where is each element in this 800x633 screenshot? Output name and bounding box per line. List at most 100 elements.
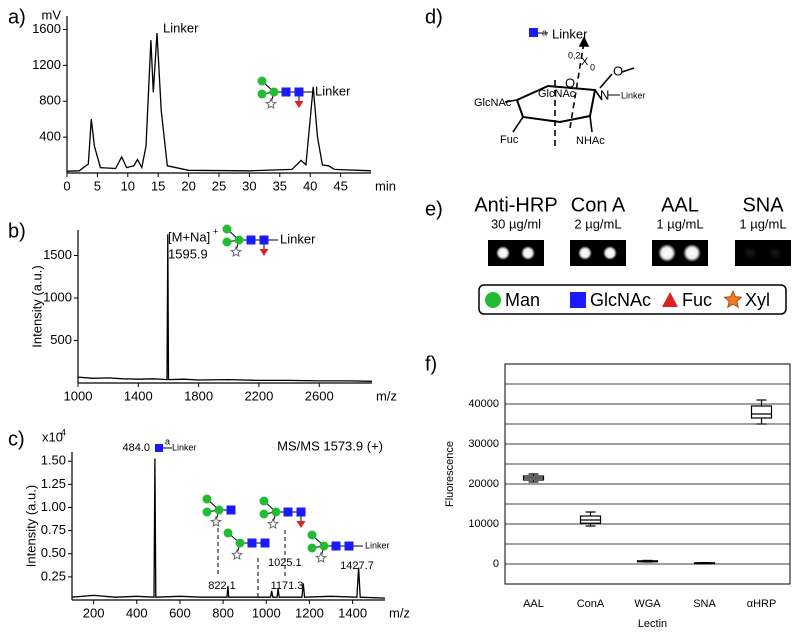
annotation: Linker [163, 20, 199, 35]
y-tick-label: 1500 [43, 247, 72, 262]
residue-sup: a [542, 27, 547, 37]
x-tick-label: 15 [151, 178, 165, 193]
blot-spot [683, 244, 701, 262]
y-tick-label: 1.00 [41, 499, 66, 514]
panel-label: d) [425, 6, 443, 28]
legend-label: Xyl [745, 290, 770, 310]
mannose [269, 87, 279, 97]
mannose [271, 507, 281, 517]
glcnac [344, 541, 354, 551]
y-tick-label: 500 [50, 332, 72, 347]
probe-concentration: 1 µg/mL [739, 216, 786, 231]
x-tick-label: 10 [121, 178, 135, 193]
mannose [223, 528, 233, 538]
atom-label: O [613, 63, 623, 78]
chart-title: MS/MS 1573.9 (+) [277, 438, 383, 453]
legend-frame [478, 284, 787, 315]
glcnac [155, 444, 163, 452]
probe-concentration: 30 µg/ml [491, 216, 541, 231]
y-axis-title: Intensity (a.u.) [29, 265, 44, 347]
mannose [319, 541, 329, 551]
mannose [202, 494, 212, 504]
bond [594, 89, 603, 101]
x-tick-label: 1200 [295, 605, 324, 620]
panel-label: c) [8, 428, 25, 450]
annotation: Linker [172, 442, 197, 452]
x-tick-label: 2600 [305, 388, 334, 403]
mannose [222, 237, 232, 247]
y-tick-label: 0.75 [41, 522, 66, 537]
xylose [314, 551, 328, 564]
y-tick-label: 10000 [468, 518, 499, 530]
y-multiplier-exp: 4 [61, 427, 66, 437]
fucose [294, 101, 304, 108]
legend-symbol [723, 289, 743, 309]
legend-label: Man [505, 290, 540, 310]
y-tick-label: 0.25 [41, 568, 66, 583]
x-tick-label: 45 [333, 178, 347, 193]
x-tick-label: 20 [181, 178, 195, 193]
atom-label: NHAc [576, 135, 605, 147]
annotation: 822.1 [208, 580, 236, 592]
panel-label: f) [425, 353, 437, 375]
x-tick-label: AAL [523, 598, 544, 610]
mannose [214, 505, 224, 515]
blot-spot [521, 246, 535, 260]
atom-label: GlcNAc [538, 88, 576, 100]
y-tick-label: 1200 [32, 57, 61, 72]
bond [512, 116, 524, 133]
glcnac [247, 538, 257, 548]
x-tick-label: αHRP [747, 598, 777, 610]
blot-spot [603, 246, 617, 260]
x-tick-label: 5 [94, 178, 101, 193]
y-tick-label: 1.25 [41, 476, 66, 491]
probe-concentration: 1 µg/mL [656, 216, 703, 231]
y-tick-label: 1.50 [41, 453, 66, 468]
mannose [257, 89, 267, 99]
panel-label: a) [8, 6, 26, 28]
xylose [209, 515, 223, 528]
mannose [307, 543, 317, 553]
annotation: Linker [280, 231, 316, 246]
y-tick-label: 40000 [468, 398, 499, 410]
x-tick-label: 600 [169, 605, 191, 620]
mannose [307, 530, 317, 540]
x-tick-label: 200 [83, 605, 105, 620]
atom-label: Linker [621, 90, 646, 100]
legend-symbol [570, 292, 586, 308]
blot-spot [496, 246, 510, 260]
annotation: Linker [365, 540, 390, 550]
annotation: 1595.9 [168, 246, 208, 261]
plot-frame [504, 363, 791, 585]
y-tick-label: 0 [493, 558, 499, 570]
annotation: 1171.3 [271, 580, 304, 592]
y-tick-label: 30000 [468, 438, 499, 450]
blot-spot [578, 246, 592, 260]
y-tick-label: 400 [39, 129, 61, 144]
annotation: 1025.1 [268, 557, 302, 569]
x-axis-title: Lectin [638, 618, 667, 630]
x-tick-label: SNA [693, 598, 716, 610]
probe-name: SNA [742, 194, 784, 216]
y-tick-label: 1000 [43, 289, 72, 304]
atom-label: GlcNAc [474, 97, 512, 109]
annotation: [M+Na] [168, 229, 210, 244]
xylose [264, 97, 278, 110]
fucose [296, 521, 306, 528]
legend-label: Fuc [682, 290, 712, 310]
mannose [259, 509, 269, 519]
bond [504, 99, 518, 103]
y-unit: mV [42, 7, 62, 22]
mannose [202, 507, 212, 517]
box [750, 405, 773, 419]
x-tick-label: 2200 [244, 388, 273, 403]
glcnac [331, 541, 341, 551]
x-tick-label: 1000 [64, 388, 93, 403]
probe-name: Anti-HRP [474, 194, 557, 216]
x-tick-label: 40 [303, 178, 317, 193]
glcnac [296, 507, 306, 517]
y-multiplier: x10 [42, 429, 63, 444]
y-axis-title: Fluorescence [444, 441, 456, 507]
x-unit: m/z [389, 605, 410, 620]
x-unit: m/z [376, 388, 397, 403]
